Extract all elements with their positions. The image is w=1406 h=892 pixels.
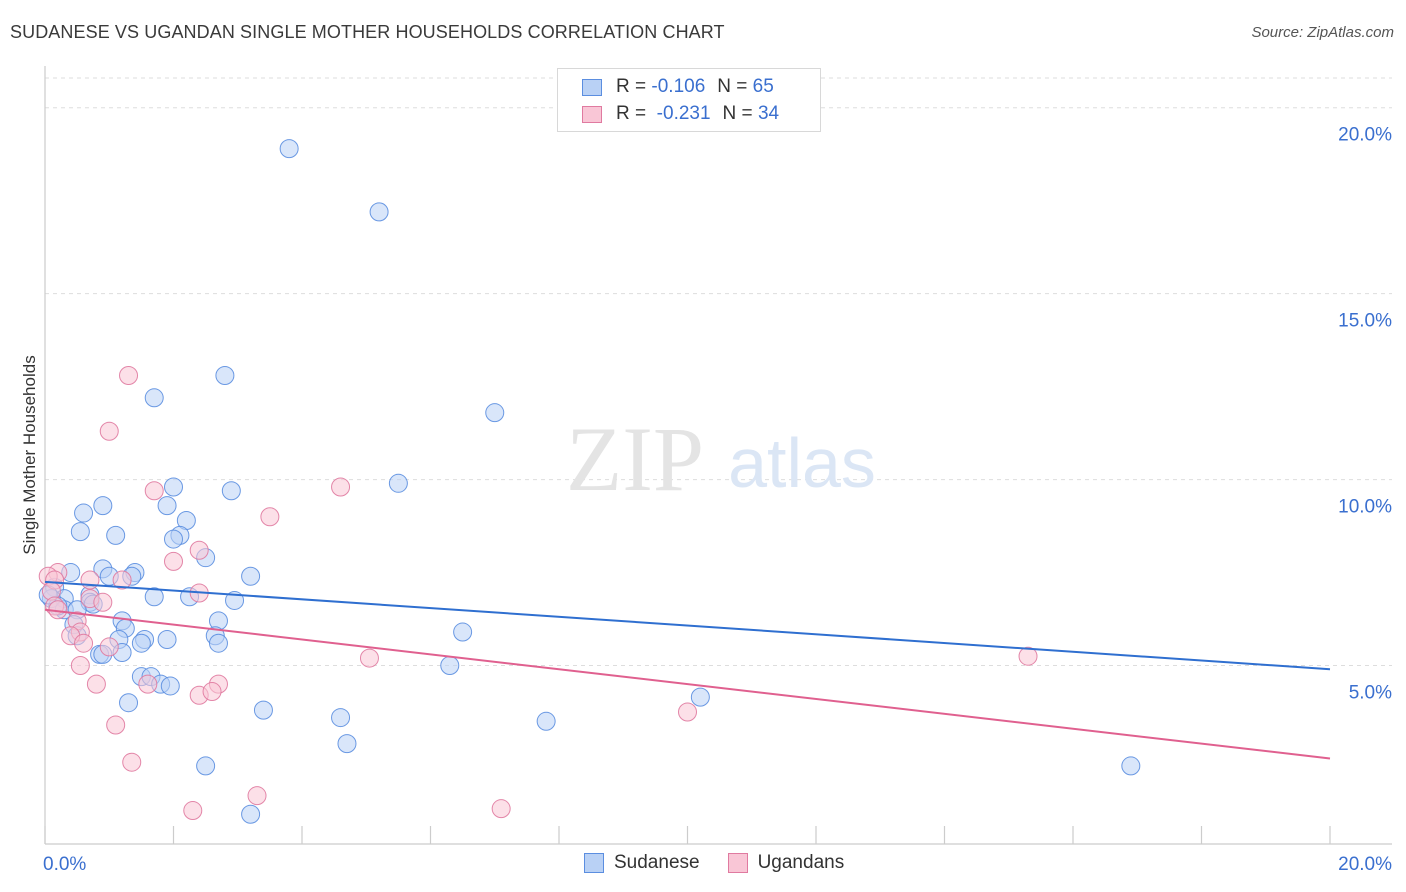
data-point-ugandans xyxy=(106,715,126,735)
data-point-sudanese xyxy=(160,676,180,696)
data-point-sudanese xyxy=(485,403,505,423)
data-point-sudanese xyxy=(536,711,556,731)
data-point-ugandans xyxy=(86,674,106,694)
legend-r-value: -0.106 xyxy=(651,76,706,97)
data-point-ugandans xyxy=(122,752,142,772)
data-point-sudanese xyxy=(157,496,177,516)
data-point-sudanese xyxy=(253,700,273,720)
watermark-zip: ZIP xyxy=(566,408,704,510)
data-point-sudanese xyxy=(93,496,113,516)
data-point-sudanese xyxy=(70,522,90,542)
data-point-sudanese xyxy=(221,481,241,501)
data-point-sudanese xyxy=(208,633,228,653)
data-point-ugandans xyxy=(119,365,139,385)
series-label-sudanese: Sudanese xyxy=(614,852,700,873)
data-point-sudanese xyxy=(241,566,261,586)
legend-n-value: 65 xyxy=(752,76,774,97)
watermark: ZIP atlas xyxy=(566,408,876,510)
data-point-sudanese xyxy=(241,804,261,824)
chart-source: Source: ZipAtlas.com xyxy=(1251,24,1394,41)
data-point-sudanese xyxy=(106,525,126,545)
data-point-sudanese xyxy=(331,708,351,728)
data-point-ugandans xyxy=(1018,646,1038,666)
series-label-ugandans: Ugandans xyxy=(757,852,845,873)
data-point-ugandans xyxy=(99,421,119,441)
data-point-ugandans xyxy=(247,786,267,806)
watermark-atlas: atlas xyxy=(728,424,876,502)
y-tick-label: 15.0% xyxy=(1338,311,1392,332)
trend-line-ugandans xyxy=(44,608,1331,760)
y-tick-label: 10.0% xyxy=(1338,497,1392,518)
legend-row-ugandans: R = -0.231 N = 34 xyxy=(582,102,779,126)
series-swatch-sudanese xyxy=(584,853,604,873)
legend-r-value: -0.231 xyxy=(656,103,711,124)
legend-row-sudanese: R = -0.106 N = 65 xyxy=(582,75,774,99)
data-point-ugandans xyxy=(74,633,94,653)
data-point-ugandans xyxy=(678,702,697,722)
data-point-ugandans xyxy=(260,507,280,527)
data-point-sudanese xyxy=(388,473,408,493)
data-point-sudanese xyxy=(279,139,299,159)
x-tick-label: 0.0% xyxy=(43,854,86,875)
y-axis-label: Single Mother Households xyxy=(20,355,39,555)
y-tick-label: 20.0% xyxy=(1338,125,1392,146)
data-point-ugandans xyxy=(331,477,351,497)
stats-legend: R = -0.106 N = 65 R = -0.231 N = 34 xyxy=(557,68,821,132)
data-point-sudanese xyxy=(337,734,357,754)
data-point-ugandans xyxy=(359,648,379,668)
legend-n-label: N = xyxy=(717,76,748,97)
legend-r-label: R = xyxy=(616,103,647,124)
data-point-ugandans xyxy=(99,637,119,657)
data-point-sudanese xyxy=(453,622,473,642)
data-point-sudanese xyxy=(215,365,235,385)
data-point-sudanese xyxy=(369,202,389,222)
data-point-sudanese xyxy=(164,529,183,549)
series-legend-sudanese[interactable]: Sudanese xyxy=(584,852,700,874)
data-point-sudanese xyxy=(1121,756,1141,776)
data-point-ugandans xyxy=(183,801,203,821)
data-point-sudanese xyxy=(144,388,164,408)
trend-line-sudanese xyxy=(44,580,1331,671)
series-legend: Sudanese Ugandans xyxy=(584,852,872,874)
data-point-sudanese xyxy=(164,477,183,497)
data-point-ugandans xyxy=(70,656,90,676)
tick-labels: 5.0% 10.0% 15.0% 20.0% 0.0% 20.0% xyxy=(43,125,1392,875)
legend-swatch-sudanese xyxy=(582,78,602,96)
chart-title: SUDANESE VS UGANDAN SINGLE MOTHER HOUSEH… xyxy=(10,22,725,42)
data-point-sudanese xyxy=(119,693,139,713)
data-point-ugandans xyxy=(202,682,222,702)
axes xyxy=(44,66,1392,845)
data-point-sudanese xyxy=(690,687,710,707)
legend-n-value: 34 xyxy=(757,103,780,124)
data-point-ugandans xyxy=(138,674,158,694)
legend-swatch-ugandans xyxy=(582,105,602,123)
legend-n-label: N = xyxy=(722,103,753,124)
series-swatch-ugandans xyxy=(727,853,748,873)
data-point-ugandans xyxy=(164,551,183,571)
x-tick-label: 20.0% xyxy=(1338,854,1392,875)
data-point-sudanese xyxy=(157,629,177,649)
data-point-sudanese xyxy=(440,656,460,676)
data-point-sudanese xyxy=(196,756,216,776)
data-point-ugandans xyxy=(491,799,511,819)
data-point-ugandans xyxy=(112,570,132,590)
data-point-ugandans xyxy=(189,540,209,560)
data-point-ugandans xyxy=(93,592,113,612)
data-point-sudanese xyxy=(74,503,94,523)
y-tick-label: 5.0% xyxy=(1349,683,1392,704)
legend-r-label: R = xyxy=(616,76,647,97)
data-point-sudanese xyxy=(144,587,164,607)
series-legend-ugandans[interactable]: Ugandans xyxy=(727,852,845,874)
data-point-ugandans xyxy=(144,481,164,501)
trend-lines xyxy=(44,580,1331,760)
data-point-sudanese xyxy=(131,633,151,653)
